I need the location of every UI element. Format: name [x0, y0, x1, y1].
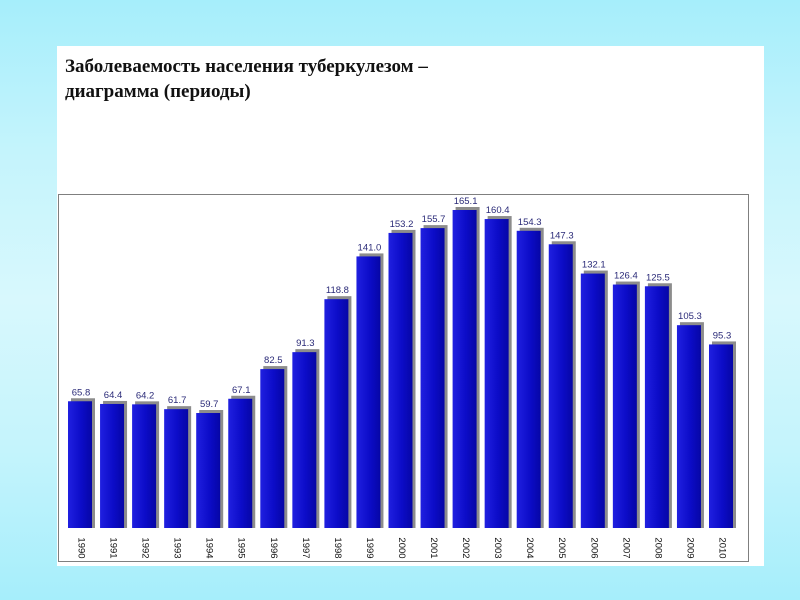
bar-2001: [420, 228, 445, 528]
bar-1990: [68, 401, 92, 528]
bar-1999: [356, 256, 381, 528]
x-tick-label-2001: 2001: [428, 537, 439, 558]
x-tick-label-1997: 1997: [300, 537, 311, 558]
bar-2008: [644, 286, 669, 528]
x-tick-label-1995: 1995: [236, 537, 247, 558]
title-line-1: Заболеваемость населения туберкулезом –: [65, 56, 428, 77]
bar-2010: [709, 344, 733, 528]
bar-2002: [452, 210, 477, 528]
value-label-2010: 95.3: [713, 330, 732, 341]
value-label-1991: 64.4: [104, 390, 123, 401]
value-label-2005: 147.3: [550, 230, 574, 241]
value-label-1990: 65.8: [72, 387, 91, 398]
x-tick-label-1996: 1996: [268, 537, 279, 558]
x-tick-label-2002: 2002: [460, 537, 471, 558]
x-tick-label-1993: 1993: [172, 537, 183, 558]
x-tick-label-2010: 2010: [716, 537, 727, 558]
value-label-1994: 59.7: [200, 399, 219, 410]
x-tick-label-1994: 1994: [204, 537, 215, 558]
bar-1991: [100, 403, 125, 528]
bar-2006: [580, 273, 605, 528]
value-label-1992: 64.2: [136, 390, 155, 401]
x-tick-label-2000: 2000: [396, 537, 407, 558]
x-tick-label-1991: 1991: [108, 537, 119, 558]
x-tick-labels: 1990 1991 1992 1993 1994 1995 1996 1997 1998 1999…: [75, 537, 727, 558]
x-tick-label-2005: 2005: [556, 537, 567, 558]
bar-2009: [676, 325, 701, 528]
value-label-2001: 155.7: [422, 214, 446, 225]
bar-1997: [292, 352, 317, 528]
title-line-2: диаграмма (периоды): [65, 81, 251, 102]
value-label-2002: 165.1: [454, 196, 478, 207]
x-tick-label-1999: 1999: [364, 537, 375, 558]
bar-1993: [164, 409, 189, 528]
page-title: Заболеваемость населения туберкулезом – …: [65, 54, 625, 104]
value-label-2004: 154.3: [518, 217, 542, 228]
x-tick-label-2008: 2008: [652, 537, 663, 558]
bar-2004: [516, 230, 541, 528]
bar-2003: [484, 219, 509, 529]
bar-2005: [548, 244, 573, 529]
bar-2007: [612, 284, 637, 528]
value-label-1998: 118.8: [326, 285, 349, 296]
value-label-1999: 141.0: [358, 242, 382, 253]
bar-1992: [132, 404, 157, 528]
x-tick-label-1998: 1998: [332, 537, 343, 558]
value-label-2006: 132.1: [582, 260, 606, 271]
value-label-2000: 153.2: [390, 219, 414, 230]
bar-2000: [388, 232, 413, 528]
value-label-2008: 125.5: [646, 272, 670, 283]
x-tick-label-2003: 2003: [492, 537, 503, 558]
x-tick-label-1992: 1992: [140, 537, 151, 558]
x-tick-label-2009: 2009: [684, 537, 695, 558]
value-label-1996: 82.5: [264, 355, 283, 366]
bar-1998: [324, 299, 349, 528]
x-tick-label-1990: 1990: [75, 537, 86, 558]
bar-1995: [228, 398, 253, 528]
x-tick-label-2007: 2007: [620, 537, 631, 558]
value-label-2003: 160.4: [486, 205, 510, 216]
value-label-1997: 91.3: [296, 338, 315, 349]
value-label-1995: 67.1: [232, 385, 251, 396]
value-labels: 65.8 64.4 64.2 61.7 59.7 67.1 82.5 91.3 118.8 141…: [72, 196, 732, 410]
bar-1996: [260, 369, 285, 528]
bars: [68, 210, 733, 529]
bar-1994: [196, 413, 221, 528]
x-tick-label-2004: 2004: [524, 537, 535, 558]
value-label-2009: 105.3: [678, 311, 702, 322]
value-label-2007: 126.4: [614, 271, 638, 282]
value-label-1993: 61.7: [168, 395, 187, 406]
x-tick-label-2006: 2006: [588, 537, 599, 558]
